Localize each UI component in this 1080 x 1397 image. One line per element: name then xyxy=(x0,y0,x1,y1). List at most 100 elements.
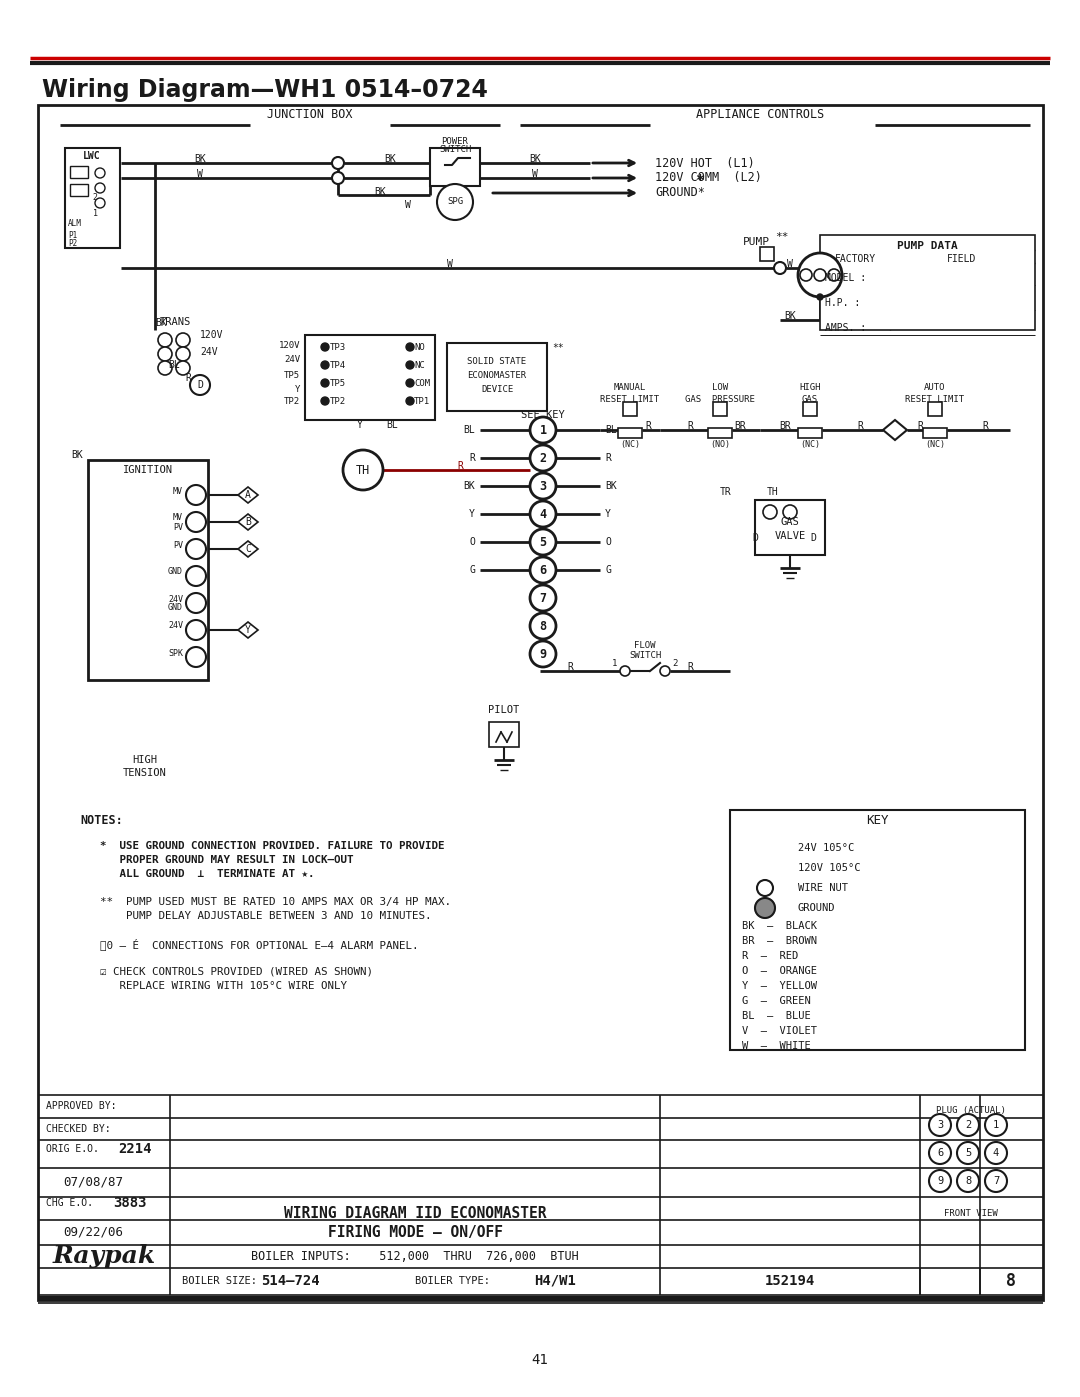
Text: BK: BK xyxy=(194,154,206,163)
Text: TH: TH xyxy=(767,488,779,497)
Bar xyxy=(623,402,637,416)
Text: TP5: TP5 xyxy=(330,379,346,387)
Text: SOLID STATE: SOLID STATE xyxy=(468,356,527,366)
Bar xyxy=(713,402,727,416)
Text: BL: BL xyxy=(387,420,397,430)
Text: PUMP DATA: PUMP DATA xyxy=(896,242,957,251)
Text: RESET LIMIT: RESET LIMIT xyxy=(905,394,964,404)
Text: R: R xyxy=(917,420,923,432)
Text: TP3: TP3 xyxy=(330,342,346,352)
Text: ☑ CHECK CONTROLS PROVIDED (WIRED AS SHOWN): ☑ CHECK CONTROLS PROVIDED (WIRED AS SHOW… xyxy=(100,967,373,977)
Text: 2214: 2214 xyxy=(118,1141,151,1155)
Text: HIGH: HIGH xyxy=(133,754,158,766)
Bar xyxy=(430,148,480,186)
Text: O: O xyxy=(469,536,475,548)
Bar xyxy=(755,500,825,555)
Circle shape xyxy=(798,253,842,298)
Bar xyxy=(923,427,947,439)
Text: Y: Y xyxy=(245,624,251,636)
Text: R: R xyxy=(567,662,572,672)
Text: BR: BR xyxy=(734,420,746,432)
Text: 07/08/87: 07/08/87 xyxy=(63,1175,123,1189)
Circle shape xyxy=(158,360,172,374)
Circle shape xyxy=(530,474,556,499)
Text: 1: 1 xyxy=(93,208,97,218)
Text: R: R xyxy=(605,453,611,462)
Text: Wiring Diagram—WH1 0514–0724: Wiring Diagram—WH1 0514–0724 xyxy=(42,78,488,102)
Circle shape xyxy=(957,1113,978,1136)
Text: 09/22/06: 09/22/06 xyxy=(63,1225,123,1239)
Text: COM: COM xyxy=(414,379,430,387)
Circle shape xyxy=(660,666,670,676)
Circle shape xyxy=(929,1171,951,1192)
Text: 9: 9 xyxy=(936,1176,943,1186)
Circle shape xyxy=(985,1141,1007,1164)
Text: 1: 1 xyxy=(612,658,618,668)
Bar xyxy=(760,247,774,261)
Text: R  –  RED: R – RED xyxy=(742,951,798,961)
Text: **: ** xyxy=(775,232,788,242)
Text: VALVE: VALVE xyxy=(774,531,806,541)
Text: W: W xyxy=(787,258,793,270)
Text: Y  –  YELLOW: Y – YELLOW xyxy=(742,981,816,990)
Text: CHG E.O.: CHG E.O. xyxy=(46,1199,93,1208)
Text: BK: BK xyxy=(463,481,475,490)
Circle shape xyxy=(755,898,775,918)
Circle shape xyxy=(757,880,773,895)
Text: MANUAL: MANUAL xyxy=(613,384,646,393)
Text: G  –  GREEN: G – GREEN xyxy=(742,996,811,1006)
Text: 120V HOT  (L1): 120V HOT (L1) xyxy=(654,156,755,169)
Circle shape xyxy=(95,198,105,208)
Text: 3883: 3883 xyxy=(113,1196,147,1210)
Text: P2: P2 xyxy=(68,239,78,249)
Bar xyxy=(798,427,822,439)
Text: AUTO: AUTO xyxy=(924,384,946,393)
Text: TH: TH xyxy=(356,464,370,476)
Circle shape xyxy=(406,344,414,351)
Circle shape xyxy=(186,511,206,532)
Text: SPK: SPK xyxy=(168,648,183,658)
Text: D: D xyxy=(197,380,203,390)
Circle shape xyxy=(186,592,206,613)
Text: Y: Y xyxy=(357,420,363,430)
Circle shape xyxy=(176,360,190,374)
Text: BR  –  BROWN: BR – BROWN xyxy=(742,936,816,946)
Text: FACTORY: FACTORY xyxy=(835,254,876,264)
Circle shape xyxy=(95,183,105,193)
Text: TRANS: TRANS xyxy=(160,317,191,327)
Text: ORIG E.O.: ORIG E.O. xyxy=(46,1144,99,1154)
Text: G: G xyxy=(469,564,475,576)
Text: RESET LIMIT: RESET LIMIT xyxy=(600,394,660,404)
Text: BK: BK xyxy=(784,312,796,321)
Circle shape xyxy=(186,620,206,640)
Text: FLOW: FLOW xyxy=(634,640,656,650)
Text: GROUND*: GROUND* xyxy=(654,187,705,200)
Text: H4/W1: H4/W1 xyxy=(535,1274,576,1288)
Text: BOILER INPUTS:    512,000  THRU  726,000  BTUH: BOILER INPUTS: 512,000 THRU 726,000 BTUH xyxy=(252,1249,579,1263)
Bar xyxy=(38,105,1043,1301)
Text: AMPS. :: AMPS. : xyxy=(825,323,866,332)
Circle shape xyxy=(186,485,206,504)
Text: 41: 41 xyxy=(531,1354,549,1368)
Circle shape xyxy=(762,504,777,520)
Text: BK: BK xyxy=(529,154,541,163)
Text: BK  –  BLACK: BK – BLACK xyxy=(742,921,816,930)
Circle shape xyxy=(321,360,329,369)
Text: 152194: 152194 xyxy=(765,1274,815,1288)
Text: GAS  PRESSURE: GAS PRESSURE xyxy=(685,394,755,404)
Text: Y: Y xyxy=(605,509,611,520)
Circle shape xyxy=(343,450,383,490)
Text: 24V 105°C: 24V 105°C xyxy=(798,842,854,854)
Text: (NC): (NC) xyxy=(620,440,640,450)
Text: REPLACE WIRING WITH 105°C WIRE ONLY: REPLACE WIRING WITH 105°C WIRE ONLY xyxy=(100,981,347,990)
Circle shape xyxy=(186,566,206,585)
Text: BK: BK xyxy=(71,450,83,460)
Text: W: W xyxy=(447,258,453,270)
Circle shape xyxy=(530,446,556,471)
Circle shape xyxy=(530,585,556,610)
Text: TR: TR xyxy=(720,488,732,497)
Text: PLUG (ACTUAL): PLUG (ACTUAL) xyxy=(936,1105,1005,1115)
Text: BK: BK xyxy=(156,319,166,328)
Text: ⑀0 — É  CONNECTIONS FOR OPTIONAL E–4 ALARM PANEL.: ⑀0 — É CONNECTIONS FOR OPTIONAL E–4 ALAR… xyxy=(100,937,419,950)
Circle shape xyxy=(814,270,826,281)
